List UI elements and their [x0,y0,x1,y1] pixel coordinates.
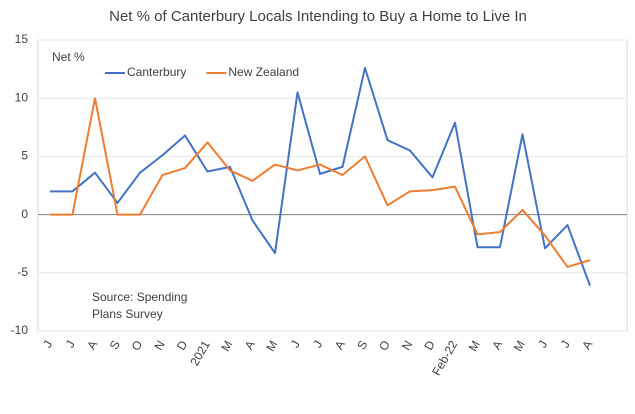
y-tick-label: 15 [15,32,29,46]
x-tick-label: J [63,338,78,350]
x-tick-label: M [263,338,280,354]
y-tick-label: 10 [15,90,29,104]
legend-label: New Zealand [228,65,299,79]
y-tick-label: 5 [21,149,28,163]
chart-title: Net % of Canterbury Locals Intending to … [109,8,527,25]
x-tick-label: S [354,338,370,352]
x-tick-label: J [535,338,550,350]
y-tick-label: 0 [21,207,28,221]
x-tick-label: J [288,338,303,350]
x-tick-label: M [466,338,483,354]
x-tick-label: O [376,338,393,353]
annotation: Plans Survey [92,307,163,321]
x-tick-label: A [332,338,348,352]
x-tick-label: A [579,338,595,352]
series-line [50,66,591,286]
plot-frame [37,39,628,332]
y-tick-label: -10 [11,323,29,337]
x-tick-label: D [421,338,438,353]
x-tick-label: J [558,338,573,350]
y-axis-label: Net % [52,50,85,64]
x-tick-label: J [40,338,55,350]
x-tick-label: A [84,338,100,352]
legend-label: Canterbury [127,65,186,79]
x-tick-label: A [242,338,258,352]
x-tick-label: 2021 [187,338,213,368]
x-tick-label: D [174,338,191,353]
x-tick-label: M [511,338,528,354]
x-tick-label: A [489,338,505,352]
x-tick-label: O [129,338,146,353]
series-line [50,97,591,268]
x-tick-label: J [310,338,325,350]
x-tick-label: M [218,338,235,354]
x-tick-label: N [399,338,415,353]
x-tick-label: N [151,338,167,353]
y-tick-label: -5 [17,265,28,279]
annotation: Source: Spending [92,290,187,304]
x-tick-label: S [107,338,123,352]
